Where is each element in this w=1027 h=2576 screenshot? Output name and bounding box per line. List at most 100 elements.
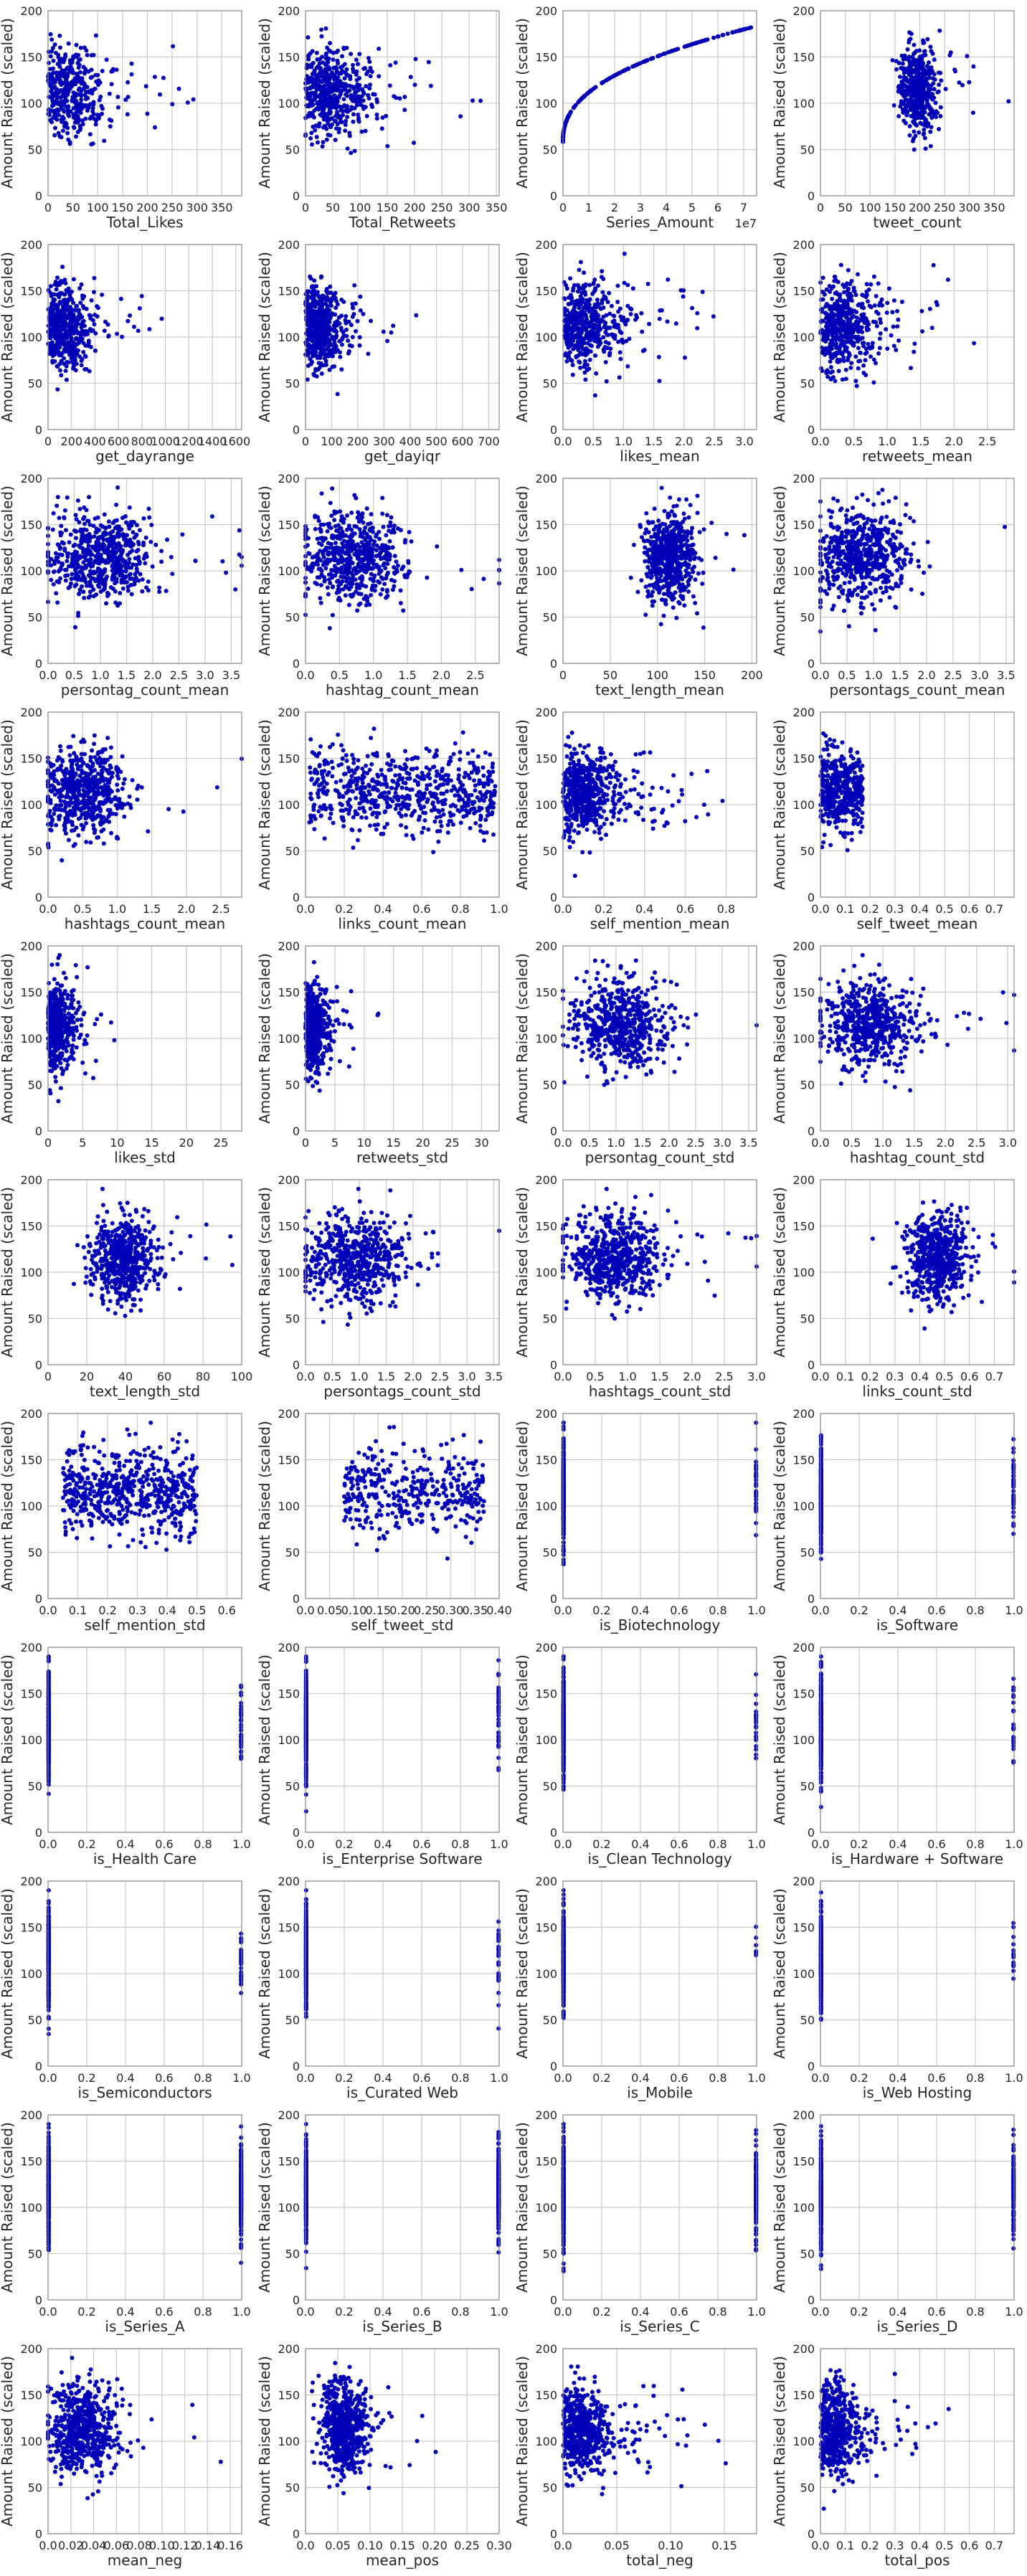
- data-point: [64, 333, 69, 338]
- data-point: [876, 351, 881, 356]
- data-point: [54, 287, 59, 292]
- data-point: [328, 290, 332, 295]
- data-point: [59, 373, 64, 378]
- data-point: [733, 29, 738, 34]
- data-point: [846, 298, 851, 303]
- data-point: [324, 87, 329, 93]
- data-point: [65, 559, 70, 564]
- data-point: [595, 319, 600, 323]
- data-point: [64, 76, 69, 81]
- data-point: [351, 112, 356, 117]
- x-axis-offset-label: 1e7: [735, 217, 757, 230]
- data-point: [380, 496, 385, 501]
- data-point: [73, 336, 78, 341]
- data-point: [100, 293, 105, 297]
- data-point: [357, 343, 362, 348]
- data-point: [854, 384, 859, 389]
- data-point: [313, 515, 318, 519]
- data-point: [387, 83, 392, 88]
- data-point: [349, 52, 354, 57]
- data-point: [321, 105, 325, 110]
- data-point: [912, 147, 917, 152]
- data-point: [914, 67, 919, 72]
- data-point: [233, 587, 238, 592]
- data-point: [581, 286, 586, 291]
- data-point: [379, 126, 384, 131]
- data-point: [312, 108, 317, 113]
- data-point: [345, 115, 350, 120]
- data-point: [615, 300, 620, 304]
- data-point: [582, 310, 587, 315]
- data-point: [836, 316, 841, 321]
- data-point: [929, 49, 934, 54]
- data-point: [76, 574, 81, 579]
- data-point: [344, 92, 348, 97]
- data-point: [83, 557, 88, 562]
- data-point: [143, 535, 148, 540]
- data-point: [377, 74, 382, 79]
- x-axis-label: retweets_mean: [862, 448, 972, 465]
- x-tick-label: 150: [884, 201, 907, 214]
- data-point: [587, 308, 592, 313]
- data-point: [73, 317, 78, 322]
- data-point: [912, 129, 917, 134]
- data-point: [123, 569, 128, 574]
- data-point: [858, 350, 863, 355]
- data-point: [164, 589, 169, 593]
- data-point: [833, 275, 838, 280]
- data-point: [326, 541, 331, 546]
- y-tick-label: 200: [792, 238, 815, 252]
- data-point: [335, 122, 340, 127]
- data-point: [98, 535, 103, 540]
- data-point: [128, 520, 133, 525]
- data-point: [64, 300, 69, 306]
- data-point: [364, 84, 369, 89]
- data-point: [967, 80, 972, 85]
- data-point: [387, 539, 392, 544]
- data-point: [104, 601, 109, 606]
- data-point: [129, 61, 134, 66]
- data-point: [716, 34, 721, 39]
- data-point: [832, 327, 837, 332]
- data-point: [381, 524, 386, 529]
- data-point: [340, 54, 344, 59]
- data-point: [332, 564, 337, 569]
- data-point: [697, 39, 702, 44]
- data-point: [49, 291, 54, 296]
- data-point: [324, 126, 329, 131]
- x-axis-label: persontag_count_mean: [61, 681, 229, 699]
- data-point: [913, 133, 918, 138]
- data-point: [601, 277, 606, 281]
- x-tick-label: 6: [714, 201, 721, 214]
- data-point: [858, 317, 863, 322]
- data-point: [143, 551, 148, 557]
- data-point: [321, 117, 326, 122]
- data-point: [209, 514, 214, 519]
- y-tick-label: 200: [20, 4, 42, 18]
- data-point: [60, 265, 65, 270]
- x-tick-label: 1.0: [878, 435, 896, 448]
- data-point: [876, 281, 881, 286]
- data-point: [851, 330, 856, 335]
- data-point: [71, 115, 76, 120]
- data-point: [47, 60, 51, 65]
- data-point: [116, 529, 121, 533]
- data-point: [900, 66, 905, 71]
- data-point: [92, 290, 96, 295]
- data-point: [72, 542, 77, 547]
- data-point: [919, 308, 924, 313]
- y-tick-label: 0: [35, 423, 42, 437]
- data-point: [53, 325, 58, 329]
- data-point: [583, 292, 588, 297]
- data-point: [393, 60, 398, 65]
- data-point: [85, 108, 90, 113]
- data-point: [593, 286, 598, 291]
- data-point: [913, 60, 918, 65]
- data-point: [568, 314, 573, 319]
- data-point: [319, 371, 324, 376]
- data-point: [83, 116, 88, 121]
- data-point: [844, 314, 849, 319]
- data-point: [927, 65, 932, 70]
- data-point: [889, 333, 894, 338]
